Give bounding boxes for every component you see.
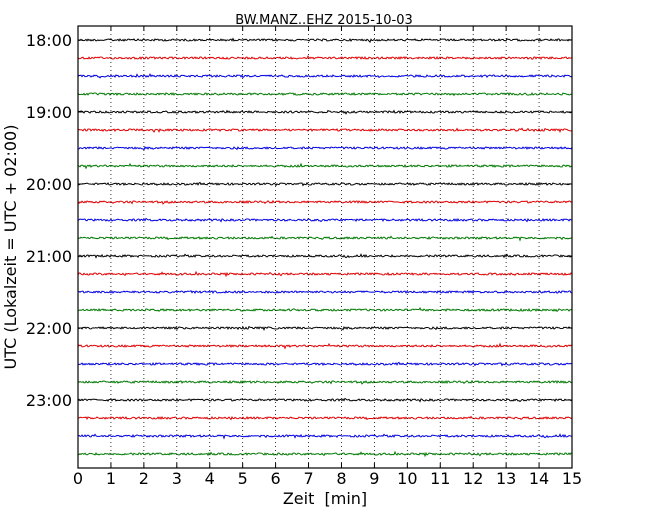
trace-line <box>77 37 573 43</box>
trace-line <box>77 73 573 79</box>
trace-line <box>77 325 573 331</box>
trace-line <box>77 181 573 187</box>
trace-line <box>77 433 573 440</box>
trace-line <box>77 379 573 385</box>
trace-line <box>77 199 573 205</box>
y-tick-label: 22:00 <box>26 319 72 338</box>
grid-lines <box>110 26 540 468</box>
x-axis: 0 1 2 3 4 5 6 7 8 9 10 11 12 13 14 15 <box>73 26 582 488</box>
trace-line <box>77 450 573 458</box>
plot-frame <box>77 25 573 469</box>
x-tick-label: 6 <box>271 469 281 488</box>
trace-line <box>77 235 573 242</box>
x-tick-label: 7 <box>303 469 313 488</box>
trace-line <box>77 91 573 97</box>
y-tick-label: 21:00 <box>26 247 72 266</box>
x-tick-label: 9 <box>369 469 379 488</box>
trace-line <box>77 270 573 278</box>
trace-line <box>77 307 573 313</box>
trace-line <box>77 415 573 421</box>
trace-line <box>77 55 573 61</box>
x-tick-label: 12 <box>463 469 483 488</box>
x-tick-label: 0 <box>73 469 83 488</box>
trace-line <box>77 342 573 350</box>
chart-title: BW.MANZ..EHZ 2015-10-03 <box>235 13 413 28</box>
trace-group <box>77 37 573 458</box>
y-tick-label: 19:00 <box>26 103 72 122</box>
trace-line <box>77 146 573 151</box>
y-axis-label: UTC (Lokalzeit = UTC + 02:00) <box>1 125 20 370</box>
trace-line <box>77 127 573 133</box>
x-tick-label: 8 <box>336 469 346 488</box>
y-axis: 18:00 19:00 20:00 21:00 22:00 23:00 <box>26 31 572 410</box>
trace-line <box>77 361 573 367</box>
trace-line <box>77 290 573 294</box>
trace-line <box>77 397 573 403</box>
x-tick-label: 2 <box>139 469 149 488</box>
trace-line <box>77 109 573 115</box>
x-tick-label: 5 <box>238 469 248 488</box>
y-tick-label: 20:00 <box>26 175 72 194</box>
trace-line <box>77 162 573 170</box>
x-tick-label: 11 <box>430 469 450 488</box>
x-tick-label: 1 <box>106 469 116 488</box>
x-tick-label: 13 <box>496 469 516 488</box>
x-tick-label: 15 <box>562 469 582 488</box>
y-tick-label: 18:00 <box>26 31 72 50</box>
x-tick-label: 10 <box>397 469 417 488</box>
trace-line <box>77 253 573 259</box>
x-tick-label: 4 <box>205 469 215 488</box>
trace-line <box>77 217 573 223</box>
x-tick-label: 3 <box>172 469 182 488</box>
y-tick-label: 23:00 <box>26 391 72 410</box>
x-axis-label: Zeit [min] <box>283 489 367 508</box>
x-tick-label: 14 <box>529 469 549 488</box>
